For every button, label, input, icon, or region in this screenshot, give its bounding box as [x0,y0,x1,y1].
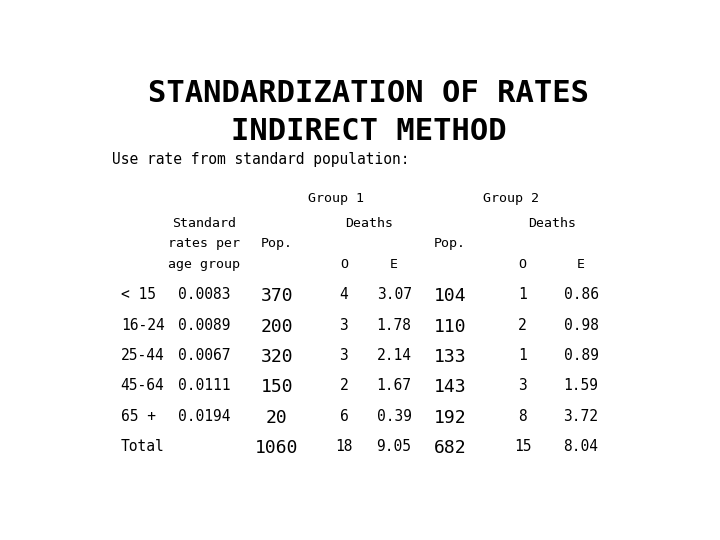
Text: 3: 3 [340,348,348,363]
Text: age group: age group [168,258,240,271]
Text: 150: 150 [261,379,293,396]
Text: 1.59: 1.59 [564,379,598,393]
Text: 3.07: 3.07 [377,287,412,302]
Text: STANDARDIZATION OF RATES: STANDARDIZATION OF RATES [148,79,590,109]
Text: O: O [340,258,348,271]
Text: Pop.: Pop. [261,238,293,251]
Text: Deaths: Deaths [528,217,576,230]
Text: 25-44: 25-44 [121,348,164,363]
Text: 45-64: 45-64 [121,379,164,393]
Text: Group 2: Group 2 [483,192,539,205]
Text: 0.98: 0.98 [564,318,598,333]
Text: 104: 104 [433,287,467,305]
Text: Deaths: Deaths [345,217,393,230]
Text: 0.0067: 0.0067 [178,348,230,363]
Text: 143: 143 [433,379,467,396]
Text: 200: 200 [261,318,293,335]
Text: Standard: Standard [172,217,236,230]
Text: 15: 15 [513,439,531,454]
Text: 0.89: 0.89 [564,348,598,363]
Text: Pop.: Pop. [434,238,466,251]
Text: Use rate from standard population:: Use rate from standard population: [112,152,410,167]
Text: 18: 18 [335,439,353,454]
Text: 2: 2 [340,379,348,393]
Text: 0.86: 0.86 [564,287,598,302]
Text: 16-24: 16-24 [121,318,164,333]
Text: 3: 3 [340,318,348,333]
Text: E: E [390,258,398,271]
Text: 8.04: 8.04 [564,439,598,454]
Text: rates per: rates per [168,238,240,251]
Text: 0.0111: 0.0111 [178,379,230,393]
Text: 8: 8 [518,409,527,424]
Text: 0.0194: 0.0194 [178,409,230,424]
Text: 0.39: 0.39 [377,409,412,424]
Text: 3: 3 [518,379,527,393]
Text: < 15: < 15 [121,287,156,302]
Text: 65 +: 65 + [121,409,156,424]
Text: 370: 370 [261,287,293,305]
Text: 320: 320 [261,348,293,366]
Text: 0.0089: 0.0089 [178,318,230,333]
Text: 1.67: 1.67 [377,379,412,393]
Text: 3.72: 3.72 [564,409,598,424]
Text: 2.14: 2.14 [377,348,412,363]
Text: 20: 20 [266,409,288,427]
Text: E: E [577,258,585,271]
Text: 9.05: 9.05 [377,439,412,454]
Text: 1060: 1060 [255,439,299,457]
Text: O: O [518,258,526,271]
Text: 0.0083: 0.0083 [178,287,230,302]
Text: 133: 133 [433,348,467,366]
Text: 110: 110 [433,318,467,335]
Text: INDIRECT METHOD: INDIRECT METHOD [231,117,507,146]
Text: 2: 2 [518,318,527,333]
Text: Total: Total [121,439,164,454]
Text: 1: 1 [518,287,527,302]
Text: 192: 192 [433,409,467,427]
Text: 682: 682 [433,439,467,457]
Text: 1: 1 [518,348,527,363]
Text: 1.78: 1.78 [377,318,412,333]
Text: 6: 6 [340,409,348,424]
Text: 4: 4 [340,287,348,302]
Text: Group 1: Group 1 [307,192,364,205]
